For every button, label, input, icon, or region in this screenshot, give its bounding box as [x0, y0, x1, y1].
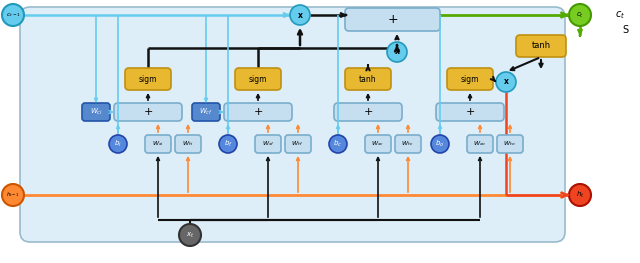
Text: $W_{hi}$: $W_{hi}$	[182, 140, 194, 148]
Circle shape	[569, 184, 591, 206]
FancyBboxPatch shape	[516, 35, 566, 57]
Text: x: x	[504, 78, 508, 87]
FancyBboxPatch shape	[345, 68, 391, 90]
Text: $c_t$: $c_t$	[615, 9, 625, 21]
Text: $h_t$: $h_t$	[576, 190, 584, 200]
Text: sigm: sigm	[139, 74, 157, 83]
FancyBboxPatch shape	[334, 103, 402, 121]
FancyBboxPatch shape	[224, 103, 292, 121]
FancyBboxPatch shape	[192, 103, 220, 121]
Text: +: +	[143, 107, 153, 117]
Text: tanh: tanh	[359, 74, 377, 83]
FancyBboxPatch shape	[285, 135, 311, 153]
Text: +: +	[465, 107, 475, 117]
FancyBboxPatch shape	[114, 103, 182, 121]
Text: sigm: sigm	[461, 74, 479, 83]
Text: $b_c$: $b_c$	[333, 139, 342, 149]
Text: $W_{hc}$: $W_{hc}$	[401, 140, 415, 148]
Circle shape	[329, 135, 347, 153]
Text: x: x	[395, 48, 399, 57]
Text: $h_{t-1}$: $h_{t-1}$	[6, 191, 20, 199]
Text: sigm: sigm	[249, 74, 268, 83]
FancyBboxPatch shape	[82, 103, 110, 121]
Text: +: +	[364, 107, 372, 117]
Text: $W_{xi}$: $W_{xi}$	[152, 140, 164, 148]
Text: S: S	[622, 25, 628, 35]
Circle shape	[219, 135, 237, 153]
Text: x: x	[298, 11, 303, 19]
Circle shape	[179, 224, 201, 246]
FancyBboxPatch shape	[436, 103, 504, 121]
FancyBboxPatch shape	[125, 68, 171, 90]
Text: +: +	[387, 13, 398, 26]
FancyBboxPatch shape	[447, 68, 493, 90]
Text: $b_o$: $b_o$	[435, 139, 445, 149]
FancyBboxPatch shape	[365, 135, 391, 153]
Text: $W_{xc}$: $W_{xc}$	[371, 140, 385, 148]
FancyBboxPatch shape	[175, 135, 201, 153]
Text: $W_{xo}$: $W_{xo}$	[474, 140, 486, 148]
Circle shape	[109, 135, 127, 153]
Text: $W_{cf}$: $W_{cf}$	[199, 107, 213, 117]
Text: +: +	[253, 107, 262, 117]
FancyBboxPatch shape	[395, 135, 421, 153]
Circle shape	[431, 135, 449, 153]
Text: $W_{hf}$: $W_{hf}$	[291, 140, 305, 148]
Circle shape	[2, 4, 24, 26]
Text: $W_{ho}$: $W_{ho}$	[503, 140, 516, 148]
FancyBboxPatch shape	[145, 135, 171, 153]
Text: $c_t$: $c_t$	[576, 11, 584, 20]
Text: tanh: tanh	[531, 42, 550, 50]
FancyBboxPatch shape	[235, 68, 281, 90]
FancyBboxPatch shape	[255, 135, 281, 153]
Text: $x_t$: $x_t$	[186, 230, 194, 240]
FancyBboxPatch shape	[345, 8, 440, 31]
FancyBboxPatch shape	[467, 135, 493, 153]
Circle shape	[387, 42, 407, 62]
Text: $W_{xf}$: $W_{xf}$	[262, 140, 275, 148]
Circle shape	[569, 4, 591, 26]
FancyBboxPatch shape	[497, 135, 523, 153]
Circle shape	[2, 184, 24, 206]
Text: $W_{ci}$: $W_{ci}$	[90, 107, 102, 117]
FancyBboxPatch shape	[20, 7, 565, 242]
Text: $b_i$: $b_i$	[114, 139, 122, 149]
Text: $b_f$: $b_f$	[223, 139, 232, 149]
Circle shape	[496, 72, 516, 92]
Circle shape	[290, 5, 310, 25]
Text: $c_{t-1}$: $c_{t-1}$	[6, 11, 20, 19]
